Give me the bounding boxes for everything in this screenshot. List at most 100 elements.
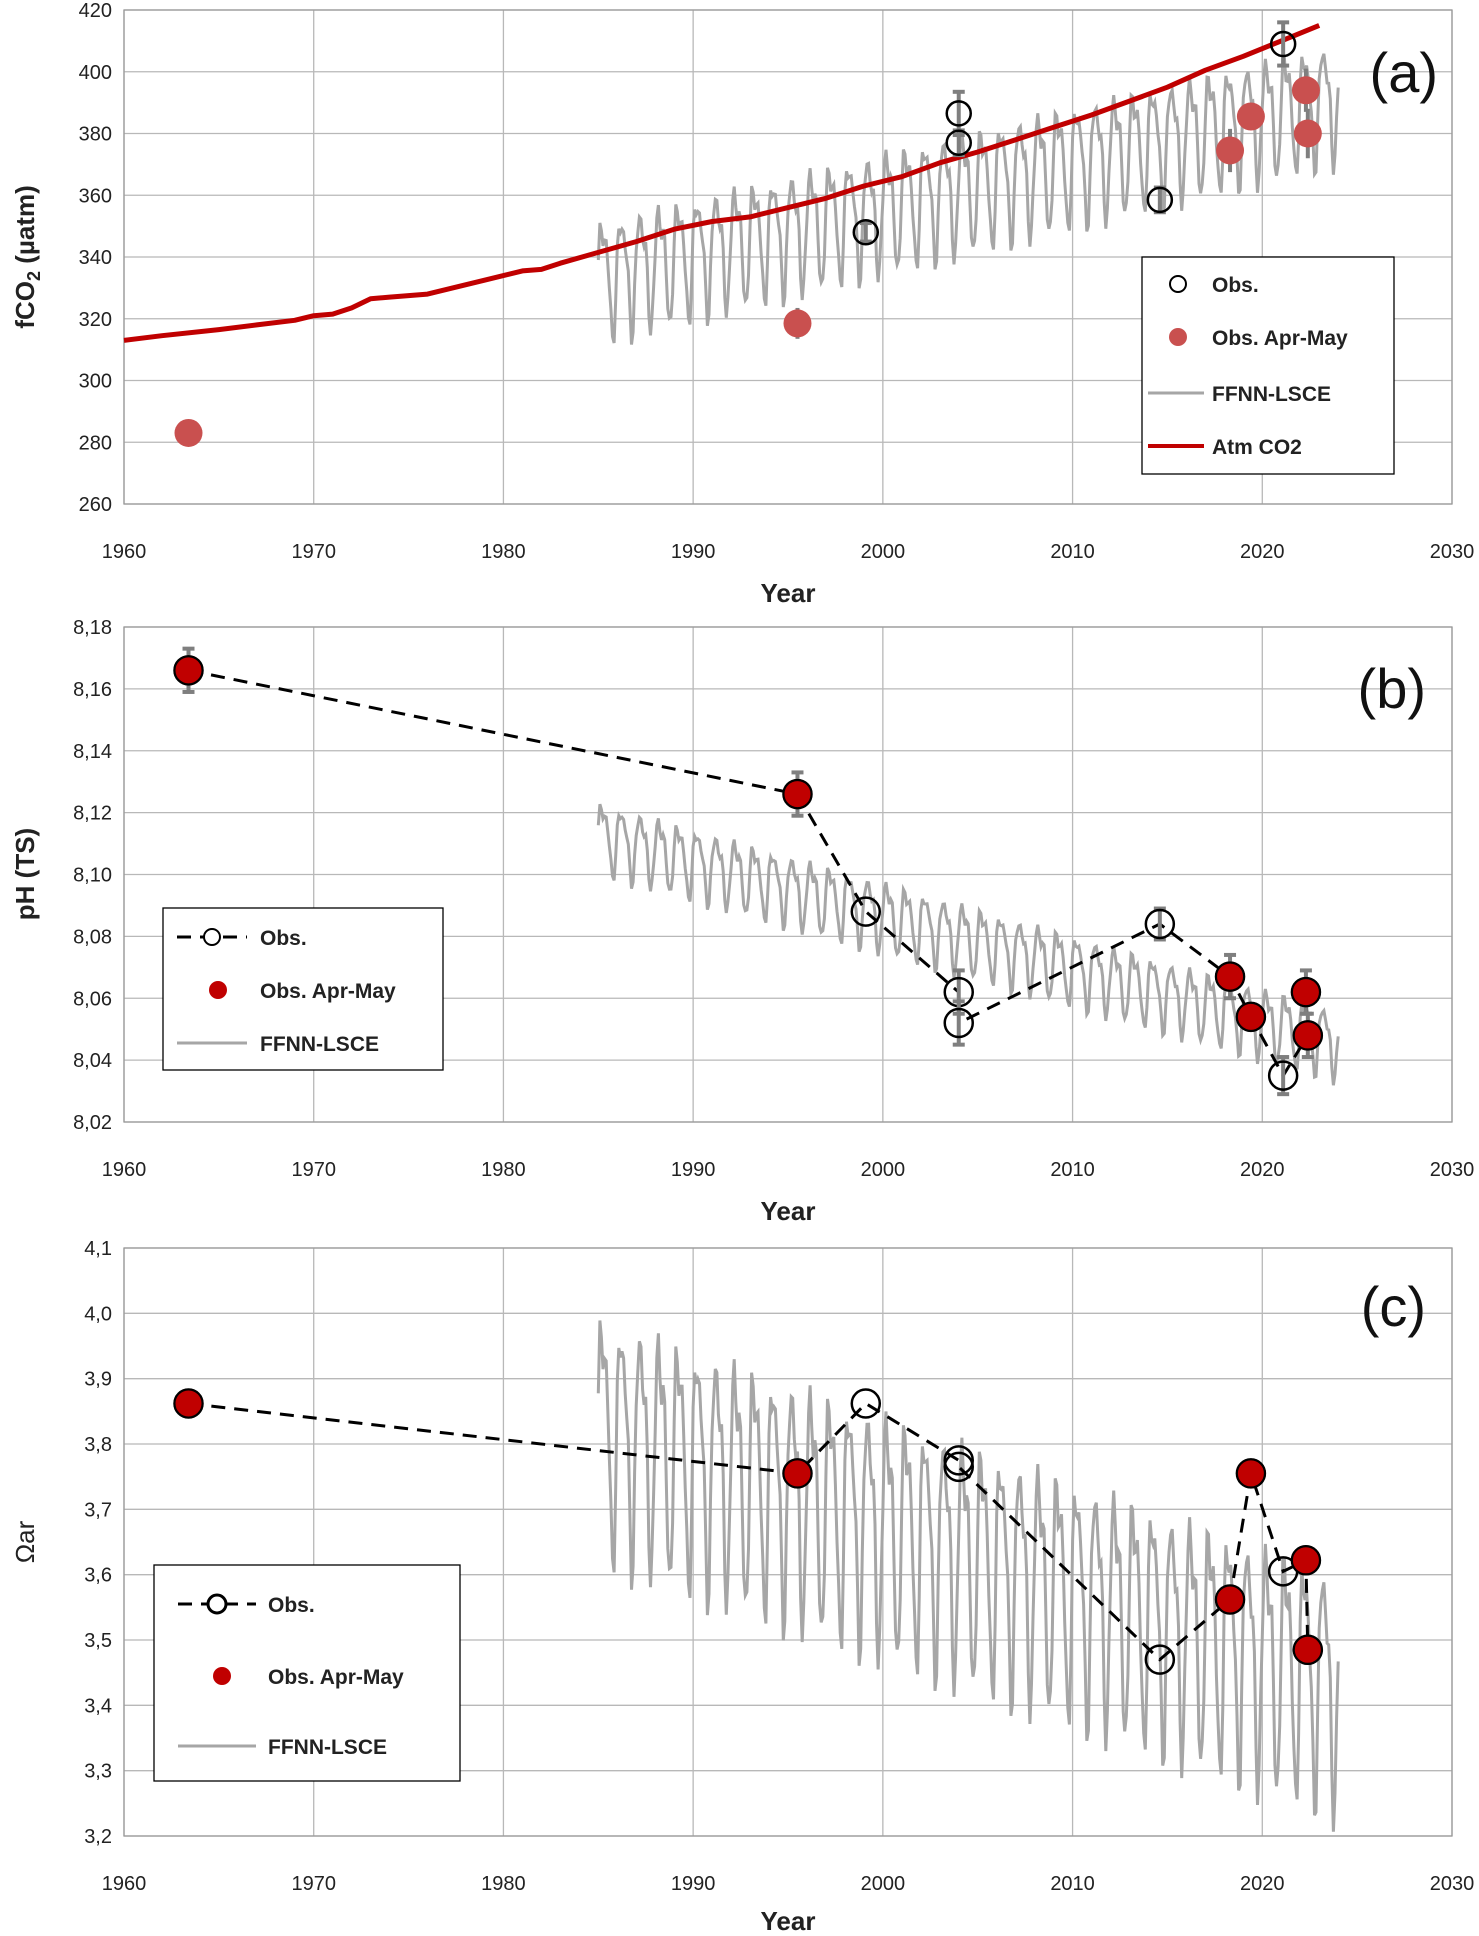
panel-a-y-tick-label: 360 bbox=[79, 185, 112, 207]
panel-c-obs-point bbox=[943, 1451, 974, 1483]
panel-a-x-tick-label: 2000 bbox=[861, 541, 906, 563]
panel-a-legend-obs-marker bbox=[1169, 275, 1187, 293]
panel-c-obs-dashed-line bbox=[188, 1401, 1310, 1662]
panel-c-y-ticks: 3,2 3,3 3,4 3,5 3,6 3,7 3,8 3,9 4,0 4,1 bbox=[84, 1238, 112, 1848]
panel-b-y-axis-title: pH (TS) bbox=[10, 828, 40, 920]
panel-a-x-tick-label: 2020 bbox=[1240, 541, 1285, 563]
panel-c-aprmay-point bbox=[1290, 1545, 1321, 1576]
panel-c-y-tick-label: 3,6 bbox=[84, 1565, 112, 1587]
panel-a-y-axis-title: fCO2 (µatm) bbox=[10, 185, 44, 328]
panel-c-plot-frame bbox=[123, 1247, 1453, 1837]
panel-a-aprmay-point bbox=[1216, 136, 1245, 165]
panel-a-x-tick-label: 1970 bbox=[291, 541, 336, 563]
panel-a-x-tick-label: 2030 bbox=[1430, 541, 1475, 563]
panel-b-obs-point bbox=[943, 1007, 974, 1039]
panel-b-label: (b) bbox=[1358, 657, 1426, 720]
panel-b-y-tick-label: 8,14 bbox=[73, 741, 112, 763]
panel-c-x-tick-label: 1960 bbox=[102, 1873, 147, 1895]
panel-c-y-tick-label: 3,3 bbox=[84, 1761, 112, 1783]
panel-c-aprmay-point bbox=[173, 1388, 204, 1419]
panel-c-x-ticks: 1960 1970 1980 1990 2000 2010 2020 2030 bbox=[102, 1873, 1475, 1895]
panel-c-aprmay-point bbox=[1235, 1458, 1266, 1489]
panel-b-x-tick-label: 1990 bbox=[671, 1159, 716, 1181]
panel-a-x-axis-title: Year bbox=[761, 578, 816, 608]
panel-b-y-tick-label: 8,16 bbox=[73, 679, 112, 701]
panel-c-x-tick-label: 2020 bbox=[1240, 1873, 1285, 1895]
panel-a-aprmay-point bbox=[783, 309, 812, 338]
panel-c-aprmay-point bbox=[1215, 1584, 1246, 1615]
panel-b-y-tick-label: 8,04 bbox=[73, 1050, 112, 1072]
panel-b-x-tick-label: 2010 bbox=[1050, 1159, 1095, 1181]
panel-b-legend-obs-marker bbox=[203, 928, 221, 946]
panel-b-aprmay-point bbox=[173, 655, 204, 686]
panel-a-legend-obs-label: Obs. bbox=[1212, 274, 1259, 297]
panel-a-x-ticks: 1960 1970 1980 1990 2000 2010 2020 2030 bbox=[102, 541, 1475, 563]
panel-b-aprmay-point bbox=[1215, 961, 1246, 992]
panel-c-x-tick-label: 1990 bbox=[671, 1873, 716, 1895]
panel-b-plot-frame bbox=[123, 626, 1453, 1123]
panel-b-x-tick-label: 2020 bbox=[1240, 1159, 1285, 1181]
panel-b-points bbox=[173, 646, 1324, 1097]
panel-b-y-tick-label: 8,06 bbox=[73, 988, 112, 1010]
panel-c-legend-aprmay-marker bbox=[213, 1667, 231, 1685]
panel-a-plot-frame bbox=[123, 9, 1453, 505]
panel-a-x-tick-label: 1960 bbox=[102, 541, 147, 563]
panel-a-legend-aprmay-marker bbox=[1169, 328, 1187, 346]
panel-c-y-tick-label: 3,2 bbox=[84, 1826, 112, 1848]
panel-a-y-tick-label: 280 bbox=[79, 432, 112, 454]
panel-a-y-tick-label: 260 bbox=[79, 494, 112, 516]
panel-b-legend-aprmay-marker bbox=[209, 981, 227, 999]
panel-c-obs-line bbox=[188, 1401, 1310, 1662]
panel-b-y-tick-label: 8,02 bbox=[73, 1112, 112, 1134]
panel-c-y-tick-label: 3,8 bbox=[84, 1434, 112, 1456]
panel-a-y-ticks: 260 280 300 320 340 360 380 400 420 bbox=[79, 0, 112, 516]
panel-b-x-tick-label: 1980 bbox=[481, 1159, 526, 1181]
panel-a-obs-point bbox=[1269, 30, 1297, 58]
panel-a-x-tick-label: 2010 bbox=[1050, 541, 1095, 563]
panel-a-atm-co2-line bbox=[123, 23, 1321, 343]
panel-c-aprmay-point bbox=[782, 1458, 813, 1489]
panel-a-aprmay-point bbox=[1293, 119, 1322, 148]
panel-c-y-tick-label: 3,4 bbox=[84, 1695, 112, 1717]
panel-b-obs-point bbox=[850, 896, 882, 927]
panel-c-y-tick-label: 3,7 bbox=[84, 1499, 112, 1521]
panel-c-y-tick-label: 4,1 bbox=[84, 1238, 112, 1260]
panel-c-obs-point bbox=[1144, 1644, 1176, 1675]
panel-a-aprmay-point bbox=[1291, 76, 1320, 105]
panel-a-legend-atm-label: Atm CO2 bbox=[1212, 436, 1302, 459]
panel-b-y-ticks: 8,02 8,04 8,06 8,08 8,10 8,12 8,14 8,16 8,18 bbox=[73, 617, 112, 1134]
panel-c-ffnn-line bbox=[596, 1320, 1340, 1832]
panel-c-x-tick-label: 2010 bbox=[1050, 1873, 1095, 1895]
panel-b-x-tick-label: 2030 bbox=[1430, 1159, 1475, 1181]
panel-c-points bbox=[173, 1388, 1324, 1675]
panel-a-obs-point bbox=[1146, 186, 1174, 214]
panel-b-ph: 1960 1970 1980 1990 2000 2010 2020 2030 8,028,0… bbox=[10, 617, 1474, 1226]
panel-c-x-tick-label: 2030 bbox=[1430, 1873, 1475, 1895]
panel-a-atm-line bbox=[123, 23, 1321, 343]
panel-a-label: (a) bbox=[1370, 41, 1438, 104]
panel-a-ffnn-series-line bbox=[596, 53, 1340, 345]
panel-a-x-tick-label: 1980 bbox=[481, 541, 526, 563]
panel-a-legend-box bbox=[1141, 256, 1395, 475]
panel-b-ffnn-line bbox=[596, 803, 1340, 1086]
panel-b-x-ticks: 1960 1970 1980 1990 2000 2010 2020 2030 bbox=[102, 1159, 1475, 1181]
panel-a-ffnn-line bbox=[596, 53, 1340, 345]
panel-c-legend-aprmay-label: Obs. Apr-May bbox=[268, 1666, 404, 1689]
panel-a-y-tick-label: 300 bbox=[79, 371, 112, 393]
panel-c-y-tick-label: 3,5 bbox=[84, 1630, 112, 1652]
panel-b-y-tick-label: 8,18 bbox=[73, 617, 112, 639]
panel-c-aprmay-point bbox=[1292, 1634, 1323, 1665]
panel-c-x-axis-title: Year bbox=[761, 1906, 816, 1936]
panel-c-x-tick-label: 1970 bbox=[291, 1873, 336, 1895]
panel-a-obs-point bbox=[852, 219, 880, 246]
panel-b-aprmay-point bbox=[1292, 1020, 1323, 1051]
panel-c-y-tick-label: 4,0 bbox=[84, 1303, 112, 1325]
panel-c-legend-obs-label: Obs. bbox=[268, 1594, 315, 1617]
panel-b-y-tick-label: 8,08 bbox=[73, 926, 112, 948]
panel-c-x-tick-label: 1980 bbox=[481, 1873, 526, 1895]
panel-a-obs-point bbox=[945, 100, 972, 127]
panel-a-aprmay-point bbox=[174, 418, 203, 447]
panel-a-y-tick-label: 400 bbox=[79, 62, 112, 84]
panel-b-ffnn-series-line bbox=[596, 803, 1340, 1086]
